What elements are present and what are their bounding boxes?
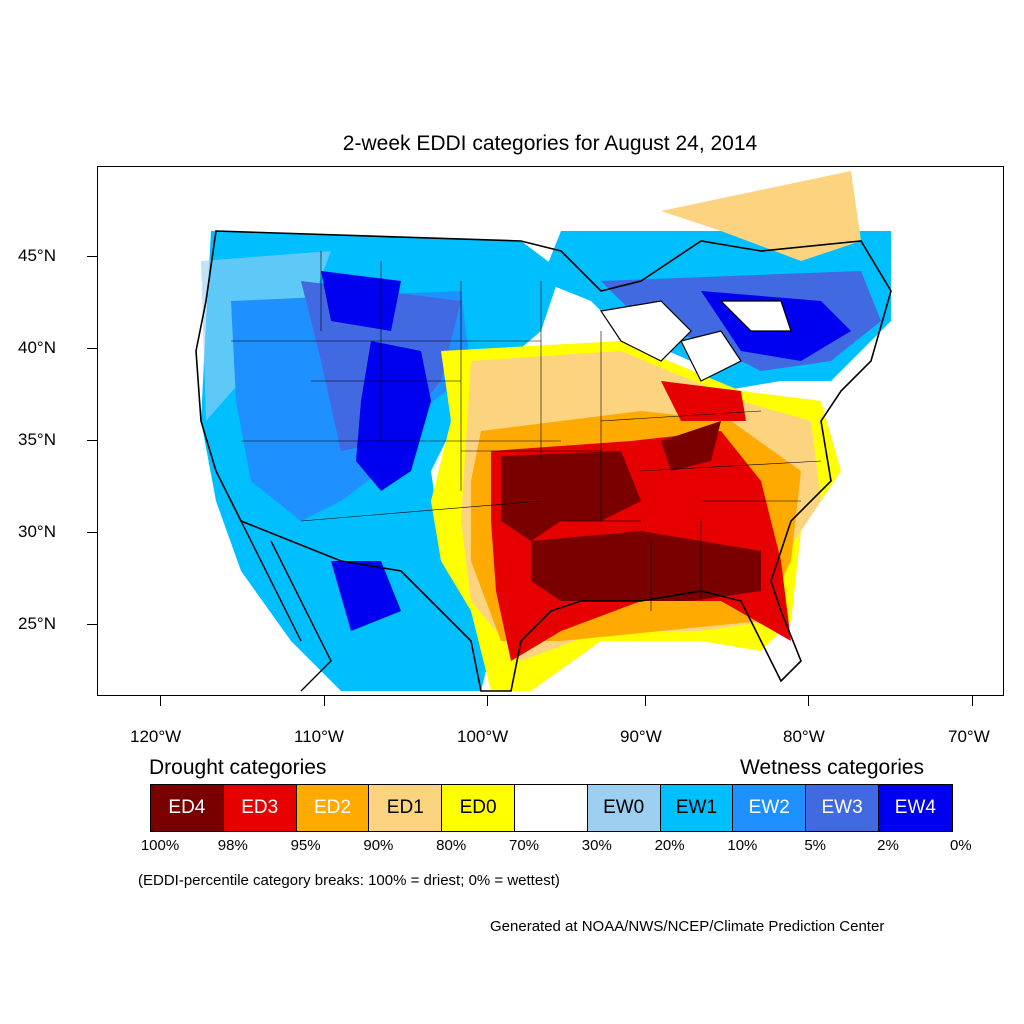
lon-tick [324, 696, 325, 706]
us-outline [195, 230, 892, 692]
lat-label: 40°N [18, 338, 56, 357]
lon-label: 100°W [457, 727, 509, 746]
percentile-label: 98% [217, 837, 248, 854]
lat-tick [87, 348, 97, 349]
legend-swatch-ed2: ED2 [296, 785, 370, 831]
lon-label: 70°W [948, 727, 990, 746]
lat-tick [87, 532, 97, 533]
legend-swatch-ew4: EW4 [878, 785, 952, 831]
percentile-label: 80% [436, 837, 467, 854]
map-canvas [195, 171, 892, 692]
legend-swatch-ed0: ED0 [442, 785, 515, 831]
lat-tick [87, 256, 97, 257]
map-title: 2-week EDDI categories for August 24, 20… [342, 132, 758, 155]
wetness-legend-title: Wetness categories [740, 756, 925, 779]
percentile-label: 30% [581, 837, 612, 854]
percentile-label: 100% [140, 837, 180, 854]
dry-ed4 [501, 451, 641, 541]
legend-swatch-ed4: ED4 [151, 785, 224, 831]
lat-label: 45°N [18, 246, 56, 265]
wet-ew4-south [331, 561, 401, 631]
dry-ed3-indiana [661, 381, 746, 421]
percentile-label: 95% [290, 837, 321, 854]
lat-tick [87, 440, 97, 441]
state-lines [231, 251, 822, 611]
mexico-coast [230, 500, 332, 692]
lon-tick [808, 696, 809, 706]
dry-canada-east [661, 171, 861, 261]
percentile-label: 70% [508, 837, 540, 854]
lat-label: 35°N [18, 430, 56, 449]
legend-swatch-ew3: EW3 [806, 785, 879, 831]
legend-swatch-ew0: EW0 [587, 785, 661, 831]
legend-swatch-ew2: EW2 [733, 785, 807, 831]
lon-label: 120°W [130, 727, 182, 746]
dry-ed4-ohio [661, 421, 721, 471]
eddi-map [97, 166, 1004, 696]
legend-swatch-ew1: EW1 [660, 785, 734, 831]
category-note: (EDDI-percentile category breaks: 100% =… [138, 872, 560, 889]
lon-label: 80°W [783, 727, 825, 746]
legend-swatch-ed3: ED3 [223, 785, 297, 831]
wet-ew4-rockies [356, 341, 431, 491]
percentile-label: 20% [654, 837, 685, 854]
lon-tick [487, 696, 488, 706]
percentile-label: 0% [949, 837, 972, 854]
lat-tick [87, 624, 97, 625]
percentile-label: 10% [727, 837, 758, 854]
lon-tick [645, 696, 646, 706]
great-lakes [599, 300, 792, 382]
percentile-label: 5% [804, 837, 827, 854]
lat-label: 30°N [18, 522, 56, 541]
drought-legend-title: Drought categories [149, 756, 327, 779]
legend-swatch-normal [514, 785, 588, 831]
legend-swatch-ed1: ED1 [369, 785, 443, 831]
percentile-label: 90% [363, 837, 394, 854]
lon-label: 110°W [294, 727, 344, 746]
credit-text: Generated at NOAA/NWS/NCEP/Climate Predi… [490, 918, 885, 935]
lon-tick [972, 696, 973, 706]
category-legend: ED4 ED3 ED2 ED1 ED0 EW0 EW1 EW2 EW3 EW4 [150, 784, 953, 832]
lon-label: 90°W [620, 727, 662, 746]
percentile-label: 2% [877, 837, 899, 854]
lon-tick [160, 696, 161, 706]
dry-ed4-south [531, 531, 761, 601]
lat-label: 25°N [18, 614, 56, 633]
